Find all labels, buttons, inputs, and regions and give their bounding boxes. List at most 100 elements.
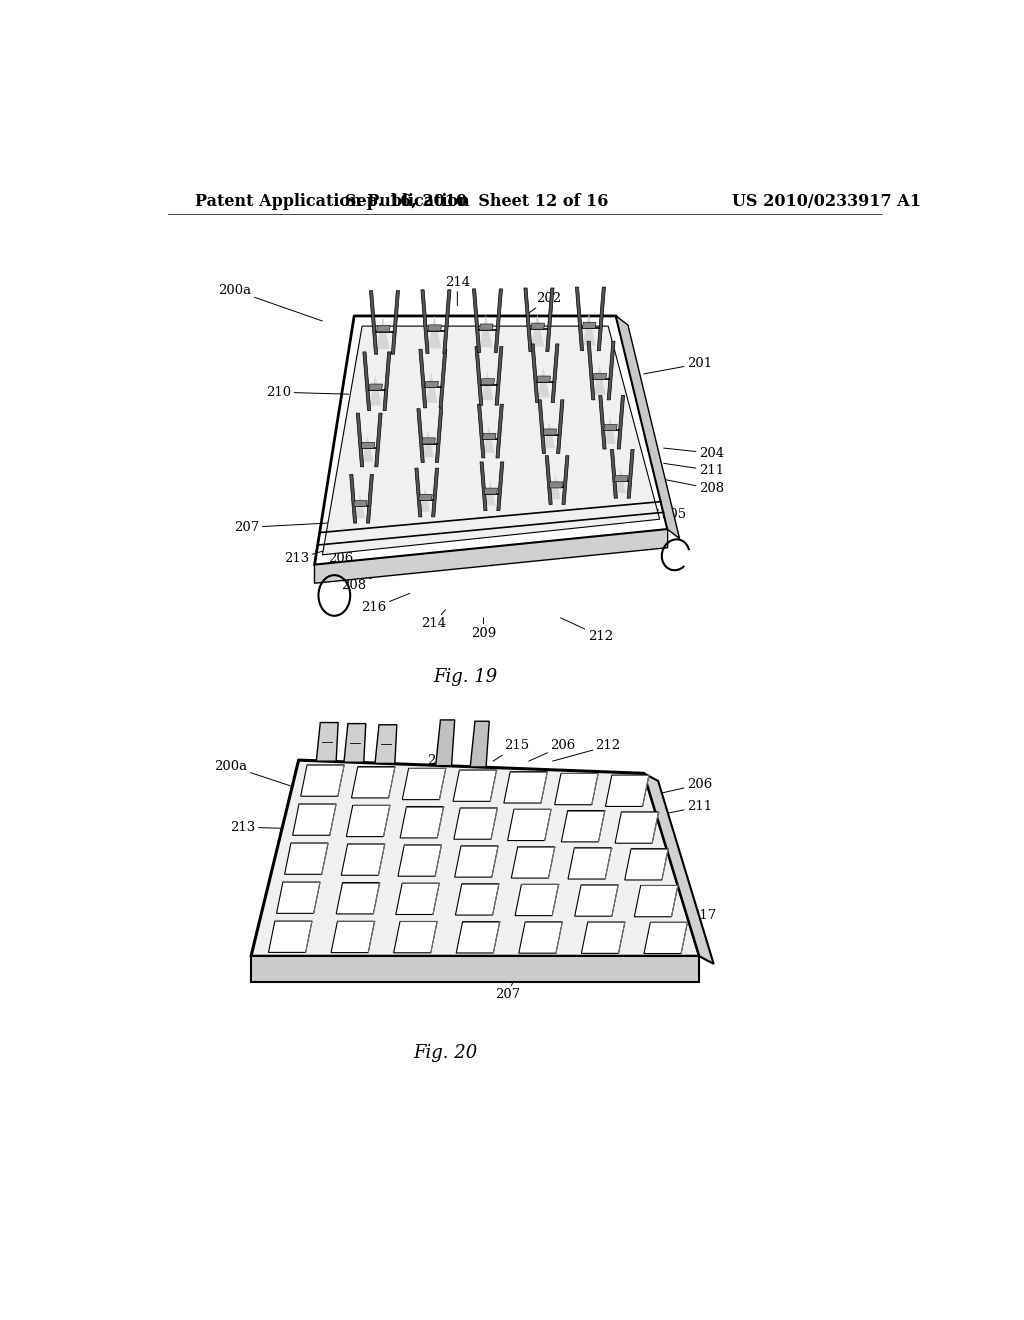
Polygon shape [425, 372, 437, 403]
Polygon shape [435, 409, 442, 462]
Polygon shape [423, 430, 434, 457]
Polygon shape [293, 804, 336, 836]
Polygon shape [419, 350, 427, 408]
Text: 206: 206 [528, 739, 575, 762]
Polygon shape [425, 381, 438, 388]
Polygon shape [582, 313, 596, 346]
Polygon shape [497, 462, 504, 511]
Polygon shape [515, 884, 558, 916]
Polygon shape [481, 370, 494, 400]
Polygon shape [377, 326, 390, 331]
Polygon shape [549, 482, 562, 488]
Polygon shape [362, 352, 371, 411]
Text: Fig. 19: Fig. 19 [433, 668, 498, 686]
Polygon shape [398, 845, 441, 876]
Text: 204: 204 [664, 446, 724, 459]
Polygon shape [545, 455, 552, 504]
Polygon shape [531, 345, 539, 403]
Text: 211: 211 [664, 463, 724, 477]
Polygon shape [615, 469, 626, 494]
Polygon shape [375, 413, 382, 467]
Text: 200a: 200a [218, 284, 323, 321]
Polygon shape [361, 442, 375, 449]
Text: 215: 215 [494, 739, 529, 762]
Polygon shape [531, 323, 545, 329]
Text: Fig. 20: Fig. 20 [414, 1044, 477, 1061]
Polygon shape [420, 487, 430, 512]
Polygon shape [562, 455, 569, 504]
Polygon shape [439, 350, 446, 408]
Text: 207: 207 [234, 521, 342, 533]
Polygon shape [524, 288, 532, 351]
Polygon shape [555, 774, 598, 805]
Polygon shape [376, 315, 389, 350]
Polygon shape [251, 760, 699, 956]
Text: 212: 212 [553, 739, 621, 762]
Polygon shape [574, 884, 618, 916]
Polygon shape [301, 764, 344, 796]
Polygon shape [454, 808, 498, 840]
Text: Patent Application Publication: Patent Application Publication [196, 193, 470, 210]
Polygon shape [616, 315, 680, 539]
Polygon shape [356, 413, 364, 467]
Text: US 2010/0233917 A1: US 2010/0233917 A1 [732, 193, 921, 210]
Polygon shape [316, 722, 338, 762]
Polygon shape [251, 956, 699, 982]
Polygon shape [422, 438, 435, 444]
Polygon shape [470, 721, 489, 767]
Polygon shape [504, 772, 548, 803]
Text: Sep. 16, 2010  Sheet 12 of 16: Sep. 16, 2010 Sheet 12 of 16 [345, 193, 609, 210]
Polygon shape [341, 843, 385, 875]
Text: 216: 216 [361, 594, 410, 614]
Polygon shape [391, 290, 399, 354]
Polygon shape [597, 288, 605, 351]
Polygon shape [481, 379, 495, 385]
Polygon shape [607, 342, 615, 400]
Polygon shape [415, 469, 422, 517]
Polygon shape [428, 325, 441, 331]
Polygon shape [346, 805, 390, 837]
Polygon shape [484, 488, 498, 494]
Polygon shape [367, 474, 374, 523]
Polygon shape [496, 404, 504, 458]
Polygon shape [644, 774, 714, 964]
Polygon shape [519, 921, 562, 953]
Polygon shape [370, 290, 378, 354]
Polygon shape [483, 426, 495, 453]
Text: 214: 214 [421, 610, 446, 631]
Text: 203: 203 [427, 754, 453, 771]
Polygon shape [428, 315, 441, 348]
Polygon shape [479, 323, 493, 330]
Polygon shape [285, 843, 328, 874]
Polygon shape [568, 847, 611, 879]
Polygon shape [511, 847, 555, 878]
Polygon shape [551, 345, 559, 403]
Polygon shape [351, 767, 395, 797]
Polygon shape [477, 404, 485, 458]
Polygon shape [383, 352, 391, 411]
Polygon shape [605, 775, 649, 807]
Polygon shape [644, 923, 687, 953]
Polygon shape [625, 849, 669, 880]
Polygon shape [369, 375, 382, 405]
Text: 210: 210 [266, 385, 348, 399]
Text: 213: 213 [285, 539, 365, 565]
Text: 214: 214 [444, 276, 470, 306]
Polygon shape [435, 719, 455, 766]
Text: 206: 206 [328, 539, 380, 565]
Text: 208: 208 [342, 568, 397, 591]
Polygon shape [561, 810, 605, 842]
Polygon shape [610, 450, 617, 498]
Text: 213: 213 [230, 821, 316, 834]
Text: 207: 207 [475, 949, 500, 985]
Polygon shape [369, 384, 382, 391]
Polygon shape [361, 434, 374, 462]
Polygon shape [538, 367, 550, 397]
Polygon shape [353, 500, 368, 507]
Polygon shape [431, 469, 438, 517]
Text: 217: 217 [664, 908, 716, 923]
Polygon shape [396, 883, 439, 915]
Text: 205: 205 [636, 504, 686, 520]
Text: 205: 205 [296, 796, 368, 809]
Polygon shape [276, 882, 321, 913]
